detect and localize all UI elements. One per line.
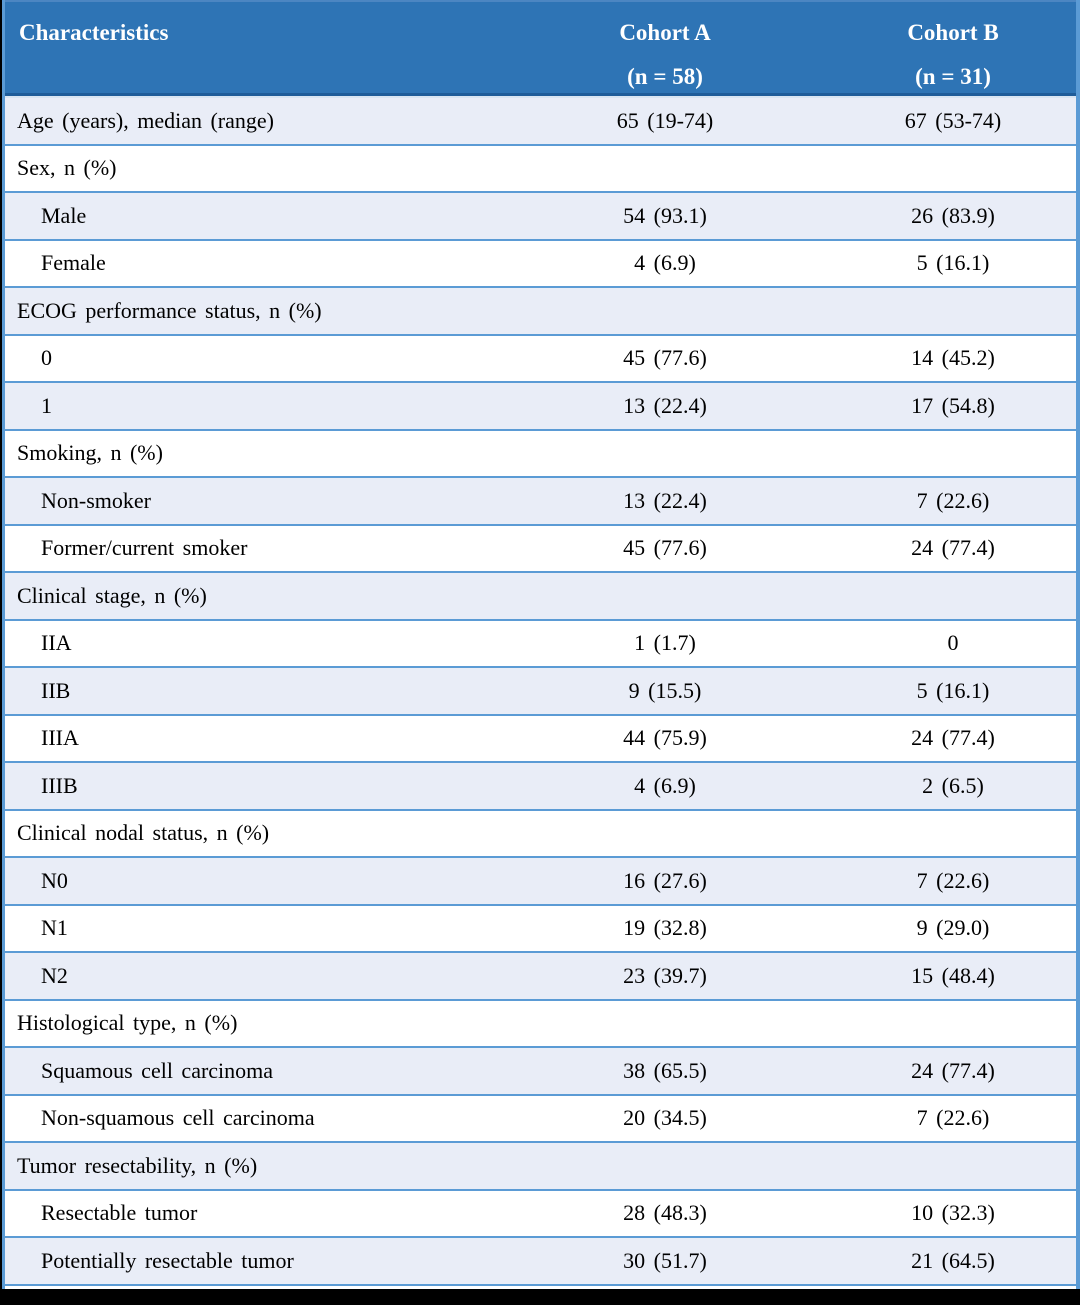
cohort-a-value-cell: 20 (34.5) bbox=[623, 1105, 707, 1131]
characteristic-cell: Non-smoker bbox=[41, 487, 151, 513]
cohort-b-value-cell: 24 (77.4) bbox=[911, 535, 995, 561]
cohort-b-value-cell: 9 (29.0) bbox=[916, 915, 990, 941]
table-body: Age (years), median (range) 65 (19-74) 67 … bbox=[5, 96, 1076, 1286]
table-row: Clinical stage, n (%) bbox=[5, 573, 1076, 621]
characteristic-cell: Female bbox=[41, 250, 106, 276]
characteristic-cell: Former/current smoker bbox=[41, 535, 248, 561]
cohort-a-value-cell: 38 (65.5) bbox=[623, 1057, 707, 1083]
cohort-a-value-cell: 4 (6.9) bbox=[634, 772, 696, 798]
cohort-a-value-cell: 16 (27.6) bbox=[623, 867, 707, 893]
characteristic-cell: Clinical nodal status, n (%) bbox=[17, 820, 270, 846]
cohort-a-n: (n = 58) bbox=[627, 64, 703, 89]
cohort-a-name: Cohort A bbox=[619, 20, 711, 45]
characteristic-cell: Squamous cell carcinoma bbox=[41, 1057, 274, 1083]
cohort-a-value-cell: 45 (77.6) bbox=[623, 535, 707, 561]
table-row: Non-squamous cell carcinoma 20 (34.5) 7 (2… bbox=[5, 1095, 1076, 1143]
cohort-b-value-cell: 7 (22.6) bbox=[916, 867, 990, 893]
cohort-a-value-cell: 13 (22.4) bbox=[623, 487, 707, 513]
table-row: Female 4 (6.9) 5 (16.1) bbox=[5, 240, 1076, 288]
cohort-b-value-cell: 14 (45.2) bbox=[911, 345, 995, 371]
table-row: Sex, n (%) bbox=[5, 145, 1076, 193]
cohort-a-value-cell: 28 (48.3) bbox=[623, 1200, 707, 1226]
characteristic-cell: Non-squamous cell carcinoma bbox=[41, 1105, 315, 1131]
bottom-black-bar bbox=[0, 1291, 1080, 1305]
cohort-b-value-cell: 7 (22.6) bbox=[916, 1105, 990, 1131]
table-row: Clinical nodal status, n (%) bbox=[5, 810, 1076, 858]
column-header-cohort-b: Cohort B (n = 31) bbox=[830, 2, 1076, 93]
cohort-b-value-cell: 24 (77.4) bbox=[911, 1057, 995, 1083]
cohort-b-value-cell: 17 (54.8) bbox=[911, 392, 995, 418]
table-row: 0 45 (77.6) 14 (45.2) bbox=[5, 335, 1076, 383]
table-row: IIIA 44 (75.9) 24 (77.4) bbox=[5, 715, 1076, 763]
column-header-label: Characteristics bbox=[19, 20, 169, 45]
characteristic-cell: N2 bbox=[41, 962, 68, 988]
cohort-a-value-cell: 45 (77.6) bbox=[623, 345, 707, 371]
cohort-a-value-cell: 19 (32.8) bbox=[623, 915, 707, 941]
cohort-b-value-cell: 2 (6.5) bbox=[922, 772, 984, 798]
table-row: N2 23 (39.7) 15 (48.4) bbox=[5, 953, 1076, 1001]
table-row: Former/current smoker 45 (77.6) 24 (77.4) bbox=[5, 525, 1076, 573]
characteristic-cell: Clinical stage, n (%) bbox=[17, 582, 207, 608]
table-row: ECOG performance status, n (%) bbox=[5, 288, 1076, 336]
table-row: Age (years), median (range) 65 (19-74) 67 … bbox=[5, 98, 1076, 146]
characteristic-cell: Sex, n (%) bbox=[17, 155, 117, 181]
table-row: Histological type, n (%) bbox=[5, 1000, 1076, 1048]
cohort-a-value-cell: 9 (15.5) bbox=[628, 677, 702, 703]
cohort-a-value-cell: 13 (22.4) bbox=[623, 392, 707, 418]
cohort-b-value-cell: 15 (48.4) bbox=[911, 962, 995, 988]
cohort-b-value-cell: 67 (53-74) bbox=[904, 107, 1002, 133]
table-row: IIA 1 (1.7) 0 bbox=[5, 620, 1076, 668]
table-row: Tumor resectability, n (%) bbox=[5, 1143, 1076, 1191]
cohort-b-value-cell: 24 (77.4) bbox=[911, 725, 995, 751]
characteristic-cell: Age (years), median (range) bbox=[17, 107, 274, 133]
table-row: Potentially resectable tumor 30 (51.7) 21 … bbox=[5, 1238, 1076, 1286]
cohort-b-value-cell: 7 (22.6) bbox=[916, 487, 990, 513]
table-header-row: Characteristics Cohort A (n = 58) Cohort… bbox=[5, 0, 1076, 96]
cohort-a-value-cell: 65 (19-74) bbox=[616, 107, 714, 133]
characteristic-cell: N1 bbox=[41, 915, 68, 941]
cohort-a-value-cell: 4 (6.9) bbox=[634, 250, 696, 276]
table-row: Non-smoker 13 (22.4) 7 (22.6) bbox=[5, 478, 1076, 526]
cohort-b-name: Cohort B bbox=[907, 20, 999, 45]
table-row: Male 54 (93.1) 26 (83.9) bbox=[5, 193, 1076, 241]
column-header-characteristics: Characteristics bbox=[5, 2, 500, 93]
characteristic-cell: IIB bbox=[41, 677, 71, 703]
characteristic-cell: Histological type, n (%) bbox=[17, 1010, 238, 1036]
table-row: Smoking, n (%) bbox=[5, 430, 1076, 478]
characteristic-cell: Tumor resectability, n (%) bbox=[17, 1152, 258, 1178]
characteristic-cell: N0 bbox=[41, 867, 68, 893]
cohort-b-value-cell: 5 (16.1) bbox=[916, 677, 990, 703]
cohort-a-value-cell: 44 (75.9) bbox=[623, 725, 707, 751]
cohort-b-value-cell: 26 (83.9) bbox=[911, 202, 995, 228]
table-row: IIIB 4 (6.9) 2 (6.5) bbox=[5, 763, 1076, 811]
cohort-b-value-cell: 21 (64.5) bbox=[911, 1247, 995, 1273]
column-header-cohort-a: Cohort A (n = 58) bbox=[500, 2, 830, 93]
cohort-b-value-cell: 10 (32.3) bbox=[911, 1200, 995, 1226]
cohort-b-n: (n = 31) bbox=[915, 64, 991, 89]
cohort-b-value-cell: 5 (16.1) bbox=[916, 250, 990, 276]
table-row: Squamous cell carcinoma 38 (65.5) 24 (77.4… bbox=[5, 1048, 1076, 1096]
characteristic-cell: Male bbox=[41, 202, 87, 228]
characteristic-cell: Smoking, n (%) bbox=[17, 440, 163, 466]
characteristic-cell: Potentially resectable tumor bbox=[41, 1247, 294, 1273]
characteristic-cell: IIIB bbox=[41, 772, 78, 798]
table-row: N1 19 (32.8) 9 (29.0) bbox=[5, 905, 1076, 953]
characteristic-cell: Resectable tumor bbox=[41, 1200, 198, 1226]
table-row: IIB 9 (15.5) 5 (16.1) bbox=[5, 668, 1076, 716]
cohort-a-value-cell: 54 (93.1) bbox=[623, 202, 707, 228]
characteristic-cell: ECOG performance status, n (%) bbox=[17, 297, 322, 323]
characteristic-cell: 0 bbox=[41, 345, 52, 371]
characteristic-cell: IIA bbox=[41, 630, 72, 656]
table-row: 1 13 (22.4) 17 (54.8) bbox=[5, 383, 1076, 431]
table-row: Resectable tumor 28 (48.3) 10 (32.3) bbox=[5, 1190, 1076, 1238]
table-row: N0 16 (27.6) 7 (22.6) bbox=[5, 858, 1076, 906]
cohort-b-value-cell: 0 bbox=[947, 630, 959, 656]
cohort-a-value-cell: 1 (1.7) bbox=[634, 630, 696, 656]
cohort-a-value-cell: 30 (51.7) bbox=[623, 1247, 707, 1273]
characteristic-cell: IIIA bbox=[41, 725, 79, 751]
cohort-a-value-cell: 23 (39.7) bbox=[623, 962, 707, 988]
characteristic-cell: 1 bbox=[41, 392, 52, 418]
